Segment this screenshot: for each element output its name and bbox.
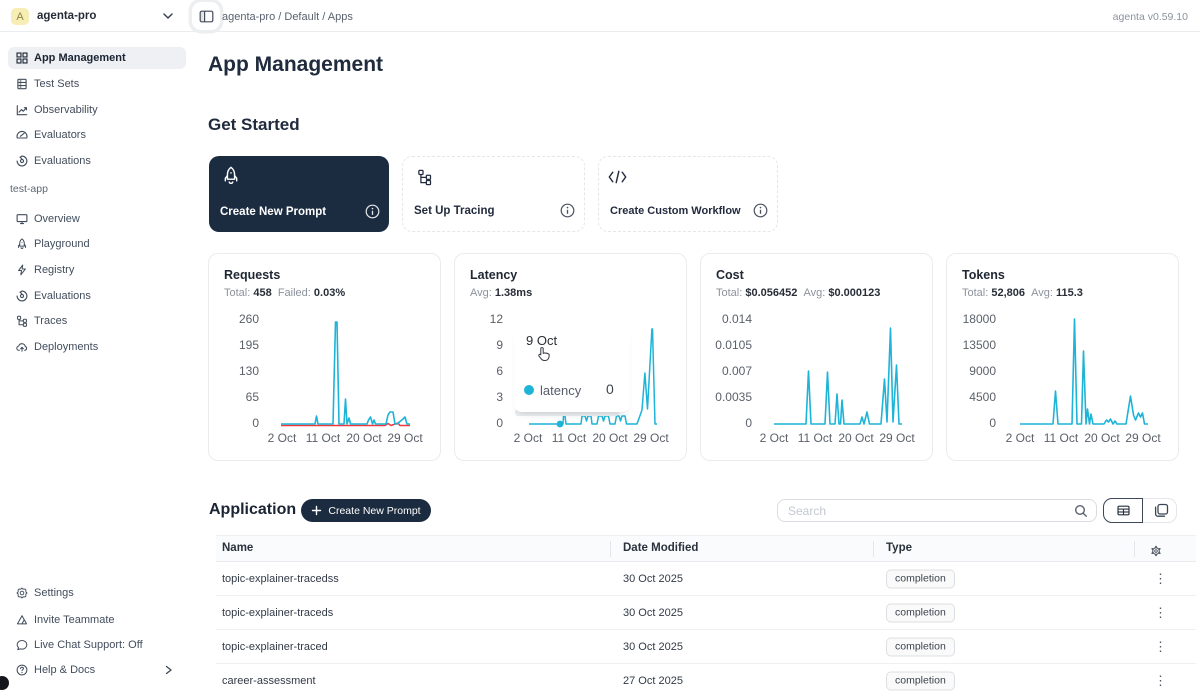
svg-text:3: 3: [496, 390, 503, 404]
svg-text:20 Oct: 20 Oct: [346, 431, 382, 445]
svg-text:18000: 18000: [963, 312, 997, 326]
svg-text:20 Oct: 20 Oct: [1084, 431, 1120, 445]
svg-text:29 Oct: 29 Oct: [633, 431, 669, 445]
svg-text:4500: 4500: [969, 390, 996, 404]
svg-text:9000: 9000: [969, 364, 996, 378]
svg-text:11 Oct: 11 Oct: [306, 431, 341, 445]
svg-text:130: 130: [239, 364, 259, 378]
svg-text:2 Oct: 2 Oct: [514, 431, 543, 445]
svg-text:0: 0: [252, 416, 259, 430]
svg-text:11 Oct: 11 Oct: [1044, 431, 1079, 445]
svg-text:0: 0: [989, 416, 996, 430]
svg-text:0.0105: 0.0105: [715, 338, 752, 352]
svg-text:2 Oct: 2 Oct: [268, 431, 297, 445]
svg-text:11 Oct: 11 Oct: [552, 431, 587, 445]
svg-text:195: 195: [239, 338, 259, 352]
svg-text:12: 12: [490, 312, 504, 326]
svg-text:0: 0: [745, 416, 752, 430]
svg-text:0: 0: [496, 416, 503, 430]
svg-text:0.007: 0.007: [722, 364, 752, 378]
svg-text:11 Oct: 11 Oct: [798, 431, 833, 445]
svg-text:13500: 13500: [963, 338, 997, 352]
svg-text:6: 6: [496, 364, 503, 378]
svg-text:260: 260: [239, 312, 259, 326]
svg-text:20 Oct: 20 Oct: [838, 431, 874, 445]
svg-text:0.014: 0.014: [722, 312, 752, 326]
svg-text:29 Oct: 29 Oct: [1125, 431, 1161, 445]
svg-text:9: 9: [496, 338, 503, 352]
svg-text:65: 65: [246, 390, 260, 404]
svg-text:29 Oct: 29 Oct: [387, 431, 423, 445]
svg-text:29 Oct: 29 Oct: [879, 431, 915, 445]
svg-text:2 Oct: 2 Oct: [760, 431, 789, 445]
svg-text:0.0035: 0.0035: [715, 390, 752, 404]
svg-text:2 Oct: 2 Oct: [1006, 431, 1035, 445]
svg-text:20 Oct: 20 Oct: [592, 431, 628, 445]
